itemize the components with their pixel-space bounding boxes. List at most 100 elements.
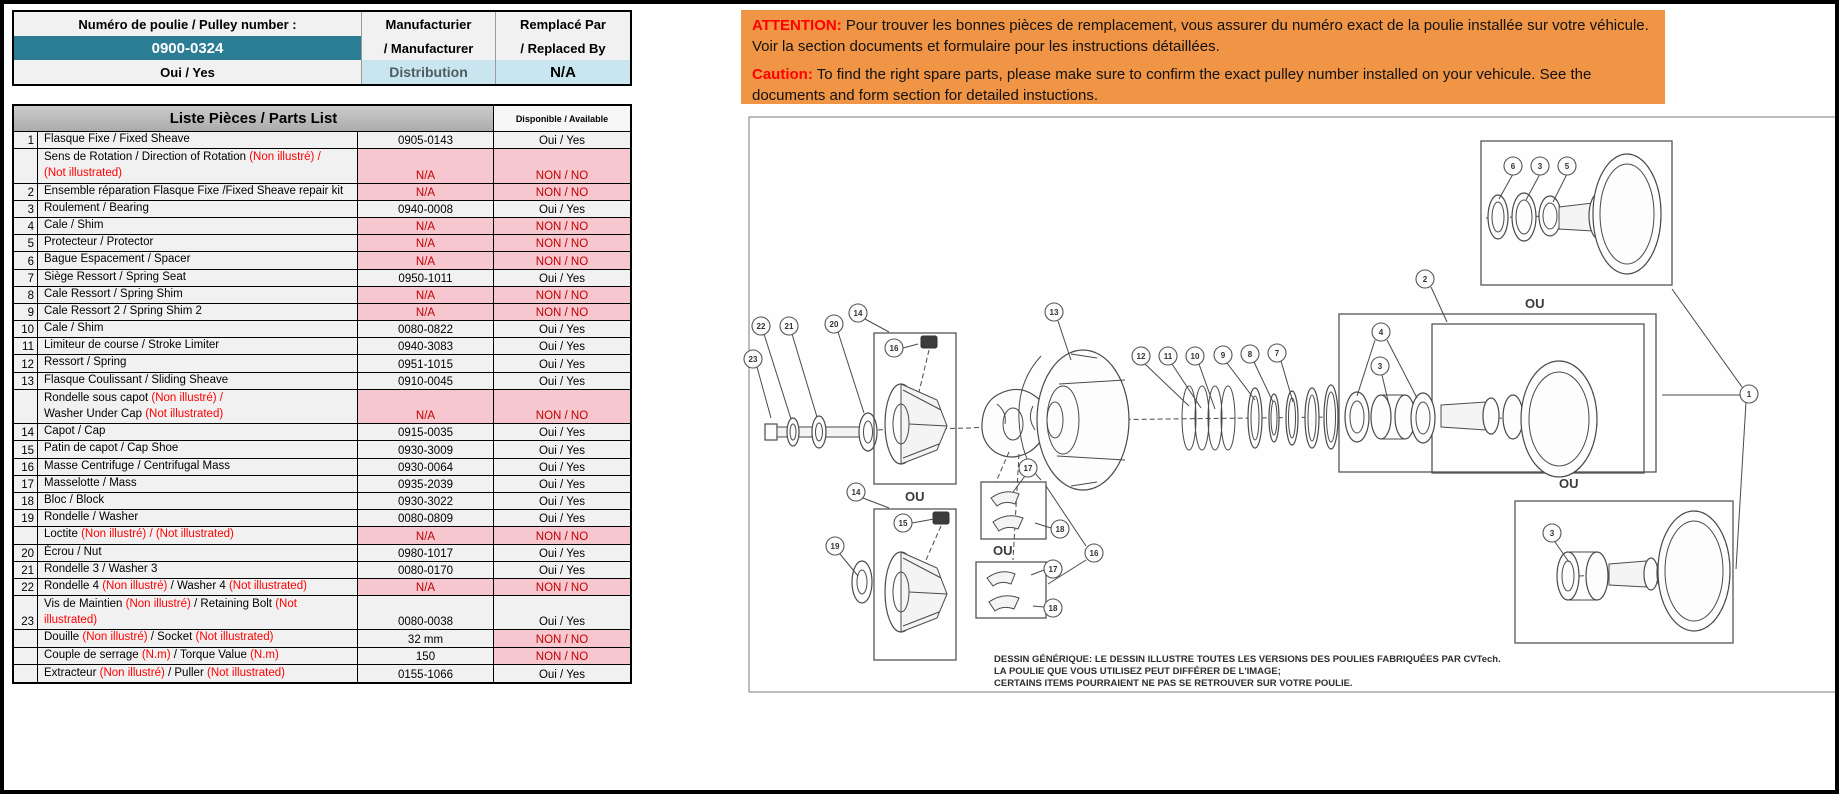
pulley-number-label: Numéro de poulie / Pulley number :: [14, 12, 362, 36]
part-name-cell: Douille (Non illustré) / Socket (Not ill…: [38, 630, 358, 647]
part-name-cell: Flasque Fixe / Fixed Sheave: [38, 132, 358, 149]
part-name-cell: Rondelle sous capot (Non illustré) / Wash…: [38, 389, 358, 424]
row-number-cell: 7: [14, 269, 38, 286]
leader-line: [1552, 173, 1568, 203]
row-number-cell: 9: [14, 303, 38, 321]
table-row: 10 Cale / Shim 0080-0822 Oui / Yes: [14, 321, 630, 339]
part-name-cell: Sens de Rotation / Direction of Rotation…: [38, 149, 358, 183]
svg-text:17: 17: [1024, 464, 1033, 473]
availability-cell: Oui / Yes: [538, 616, 586, 629]
ou-label: OU: [993, 543, 1013, 558]
leader-line: [1735, 401, 1747, 570]
table-row: 22 Rondelle 4 (Non illustré) / Washer 4 (…: [14, 578, 630, 597]
availability-cell: Oui / Yes: [538, 513, 586, 526]
availability-cell: Oui / Yes: [538, 358, 586, 371]
callout-14: 14: [848, 303, 868, 323]
ou-label: OU: [905, 489, 925, 504]
svg-text:10: 10: [1191, 352, 1200, 361]
leader-line: [763, 333, 792, 420]
leader-line: [1253, 361, 1274, 403]
part-number-cell: 150: [358, 647, 494, 664]
availability-cell: NON / NO: [494, 183, 630, 200]
part-number-cell: 0940-3083: [358, 338, 494, 355]
callout-8: 8: [1240, 344, 1260, 364]
pulley-number-value: 0900-0324: [14, 36, 362, 60]
part-number-cell: 0080-0170: [358, 561, 494, 578]
svg-text:1: 1: [1747, 390, 1752, 399]
cap-shoe-box-1: [980, 481, 1047, 540]
attention-text-en: Caution: To find the right spare parts, …: [752, 64, 1654, 106]
callout-9: 9: [1213, 345, 1233, 365]
pulley-header-row-1: Numéro de poulie / Pulley number : Manuf…: [14, 12, 630, 36]
svg-text:17: 17: [1049, 565, 1058, 574]
leader-line: [791, 333, 818, 418]
row-number-cell: 19: [14, 510, 38, 527]
svg-text:23: 23: [749, 355, 758, 364]
part-number-cell: N/A: [358, 286, 494, 303]
callout-5: 5: [1557, 156, 1577, 176]
table-row: 2 Ensemble réparation Flasque Fixe /Fixed…: [14, 183, 630, 201]
callout-22: 22: [751, 316, 771, 336]
svg-text:3: 3: [1538, 162, 1543, 171]
leader-line: [864, 318, 890, 333]
table-row: 3 Roulement / Bearing 0940-0008 Oui / Yes: [14, 200, 630, 218]
table-row: Sens de Rotation / Direction of Rotation…: [14, 149, 630, 184]
part-number-cell: N/A: [358, 217, 494, 235]
row-number-cell: 11: [14, 338, 38, 355]
part-number-cell: 0915-0035: [358, 424, 494, 441]
row-number-cell: 3: [14, 200, 38, 217]
svg-text:13: 13: [1050, 308, 1059, 317]
svg-text:22: 22: [757, 322, 766, 331]
callout-2: 2: [1415, 269, 1435, 289]
callout-21: 21: [779, 316, 799, 336]
available-column-header: Disponible / Available: [494, 106, 630, 131]
row-number-cell: 15: [14, 441, 38, 458]
table-row: 7 Siège Ressort / Spring Seat 0950-1011 Oui…: [14, 269, 630, 287]
part-name-cell: Roulement / Bearing: [38, 200, 358, 217]
manufacturer-value: Distribution: [362, 60, 496, 84]
part-name-cell: Bague Espacement / Spacer: [38, 252, 358, 269]
attention-body-en: To find the right spare parts, please ma…: [752, 66, 1592, 104]
row-number-cell: [14, 149, 38, 183]
svg-text:19: 19: [831, 542, 840, 551]
note-line: DESSIN GÉNÉRIQUE: LE DESSIN ILLUSTRE TOU…: [994, 654, 1501, 665]
availability-cell: NON / NO: [494, 647, 630, 664]
table-row: 15 Patin de capot / Cap Shoe 0930-3009 Oui …: [14, 441, 630, 459]
svg-text:5: 5: [1565, 162, 1570, 171]
part-name-cell: Extracteur (Non illustré) / Puller (Not …: [38, 664, 358, 683]
cap-shoe-box-2: [975, 561, 1047, 619]
part-name-cell: Écrou / Nut: [38, 544, 358, 561]
availability-cell: Oui / Yes: [538, 203, 586, 216]
svg-text:2: 2: [1423, 275, 1428, 284]
callout-6: 6: [1503, 156, 1523, 176]
ou-label: OU: [1559, 476, 1579, 491]
part-name-cell: Protecteur / Protector: [38, 235, 358, 252]
leader-line: [1280, 360, 1294, 403]
svg-text:6: 6: [1511, 162, 1516, 171]
svg-text:7: 7: [1275, 349, 1280, 358]
callout-13: 13: [1044, 302, 1064, 322]
callout-20: 20: [824, 314, 844, 334]
table-row: 8 Cale Ressort / Spring Shim N/A NON / NO: [14, 286, 630, 304]
row-number-cell: 12: [14, 355, 38, 372]
svg-text:21: 21: [785, 322, 794, 331]
leader-line: [1498, 173, 1514, 200]
availability-cell: NON / NO: [494, 286, 630, 303]
part-number-cell: 32 mm: [358, 630, 494, 647]
callout-17: 17: [1018, 458, 1038, 478]
svg-text:8: 8: [1248, 350, 1253, 359]
leader-line: [862, 497, 890, 509]
callout-3: 3: [1542, 523, 1562, 543]
leader-line: [1034, 522, 1052, 529]
replaced-by-value: N/A: [496, 60, 630, 84]
attention-lead-en: Caution:: [752, 66, 813, 83]
row-number-cell: 17: [14, 475, 38, 492]
leader-line: [902, 343, 919, 349]
manufacturer-label-line2: / Manufacturer: [362, 36, 496, 60]
table-row: 20 Écrou / Nut 0980-1017 Oui / Yes: [14, 544, 630, 562]
row-number-cell: 6: [14, 252, 38, 269]
part-name-cell: Rondelle / Washer: [38, 510, 358, 527]
part-number-cell: 0155-1066: [358, 664, 494, 683]
row-number-cell: [14, 630, 38, 647]
table-row: 16 Masse Centrifuge / Centrifugal Mass 093…: [14, 458, 630, 476]
